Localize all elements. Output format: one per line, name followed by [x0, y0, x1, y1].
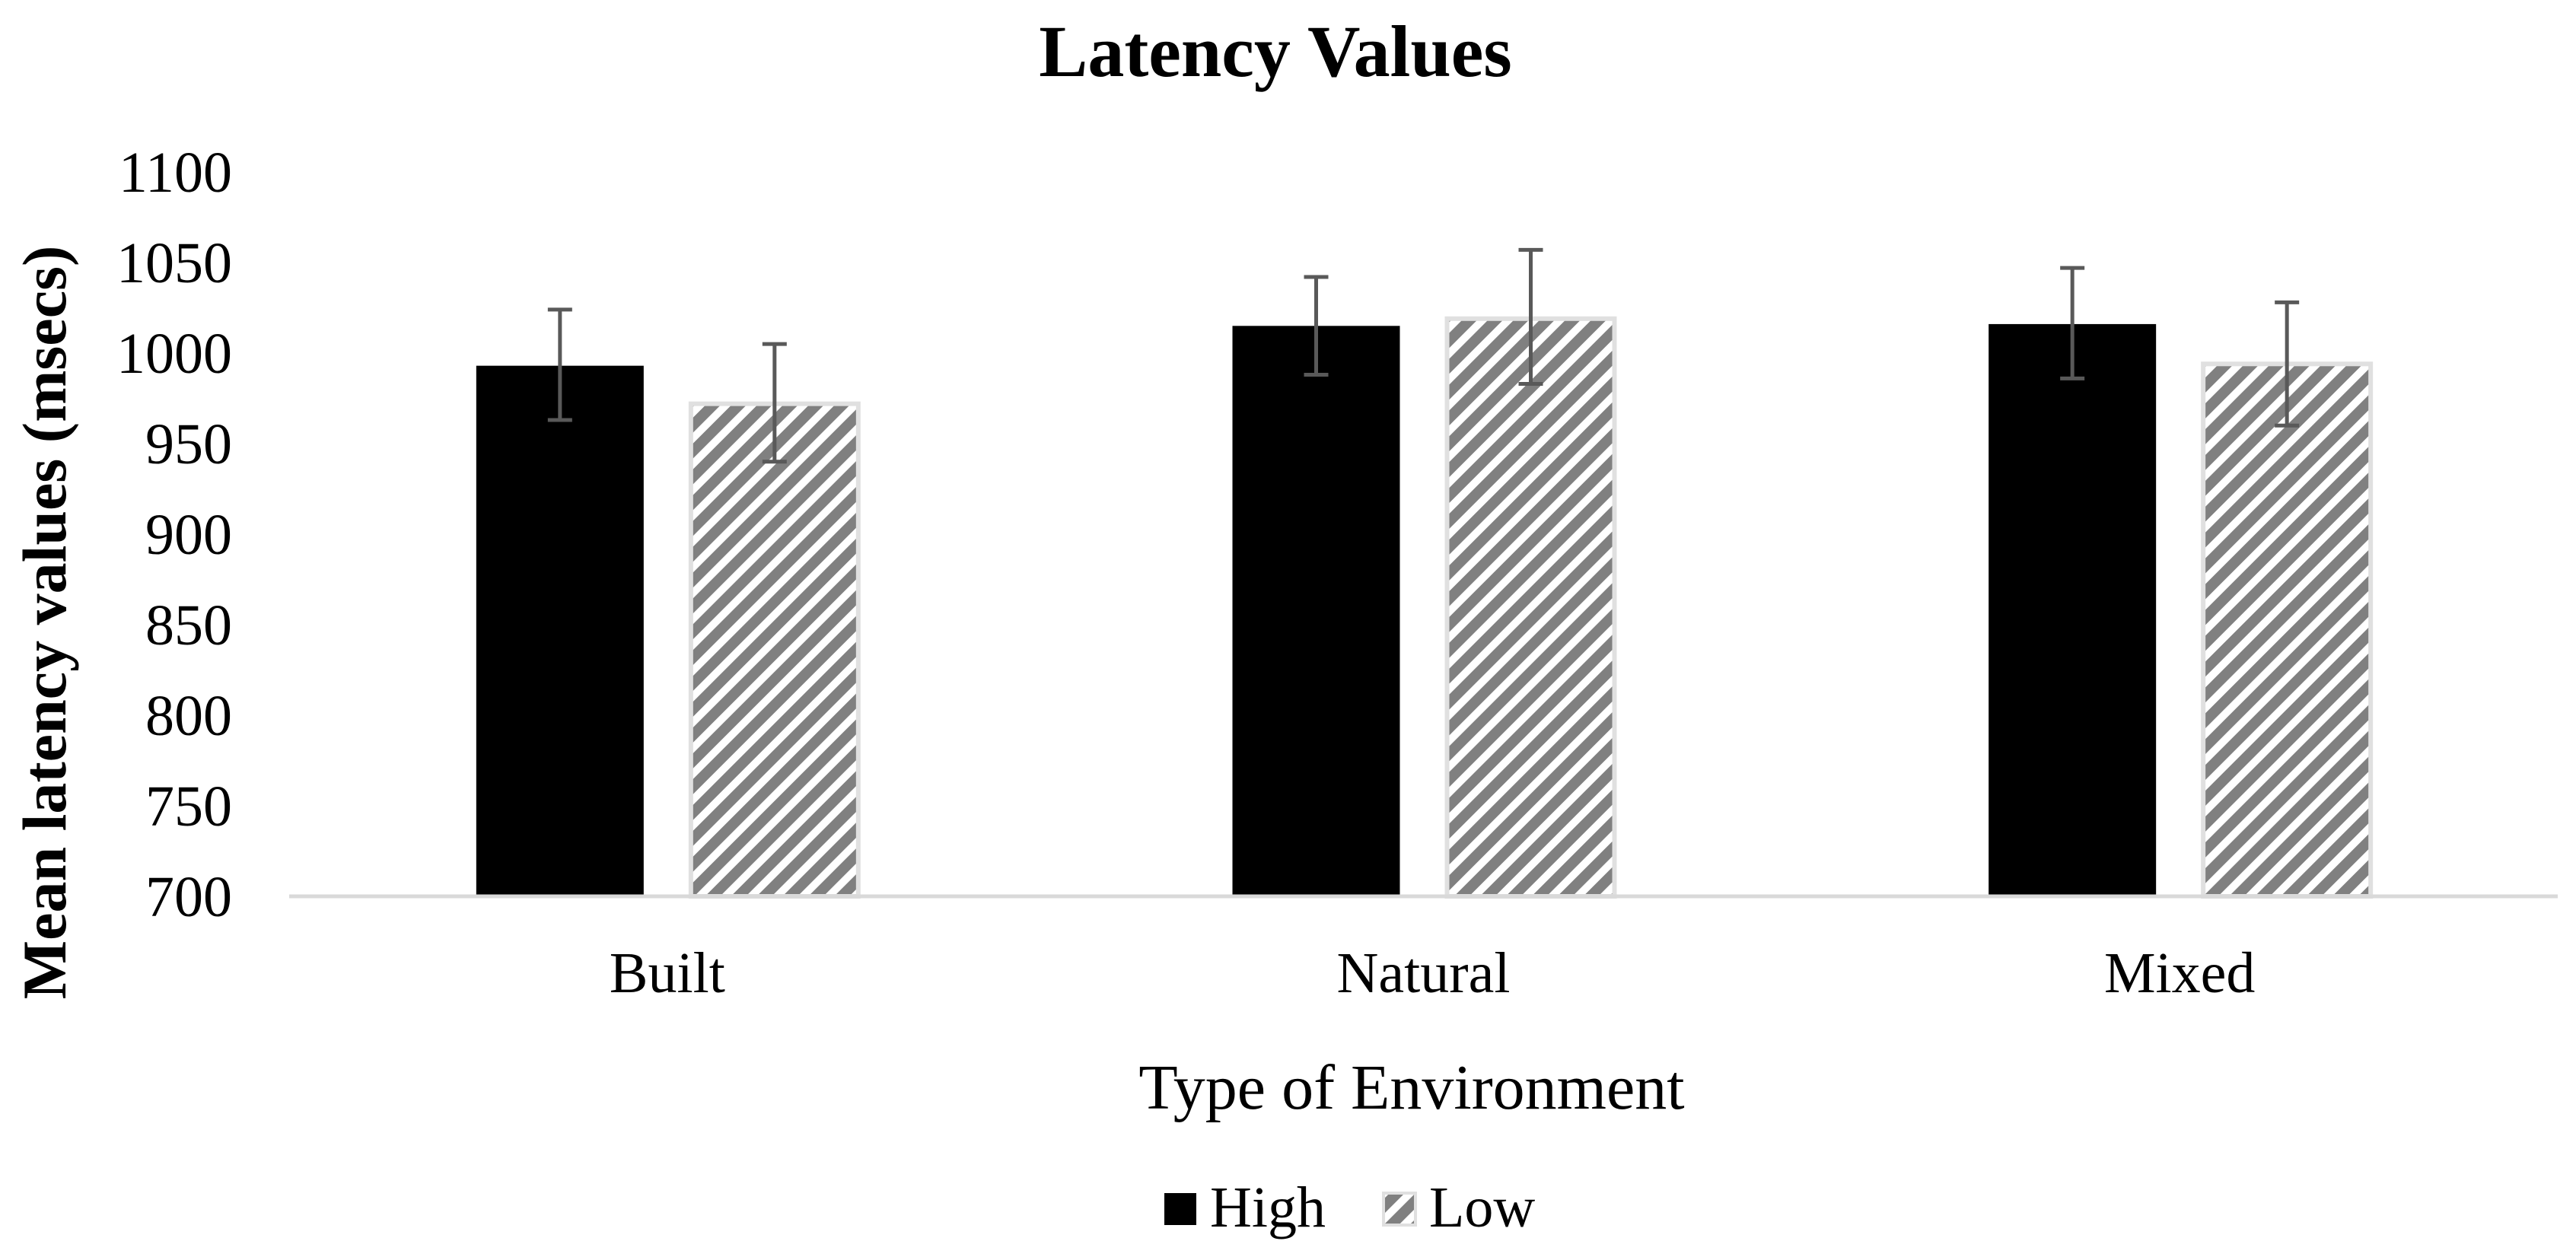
x-tick-label-natural: Natural — [1337, 941, 1511, 1005]
bar-high-mixed — [1989, 323, 2157, 896]
y-tick-label: 1050 — [116, 231, 232, 295]
x-tick-label-built: Built — [610, 941, 725, 1005]
legend-swatch-low — [1382, 1192, 1417, 1227]
legend-swatch-high — [1164, 1193, 1196, 1225]
bar-low-built — [688, 401, 861, 899]
y-tick-label: 850 — [145, 593, 232, 657]
y-tick-label: 800 — [145, 684, 232, 748]
y-axis-ticks: 700 750 800 850 900 950 1000 1050 1100 — [116, 141, 232, 929]
y-axis-label: Mean latency values (msecs) — [10, 246, 79, 1000]
legend: High Low — [1164, 1176, 1535, 1239]
chart-title: Latency Values — [1039, 11, 1511, 92]
category-labels: Built Natural Mixed — [610, 941, 2256, 1005]
legend-label-low: Low — [1429, 1176, 1535, 1239]
bars — [476, 316, 2374, 899]
legend-label-high: High — [1210, 1176, 1326, 1239]
bar-high-built — [476, 365, 644, 896]
bar-low-natural — [1444, 316, 1617, 899]
y-tick-label: 1000 — [116, 322, 232, 386]
y-tick-label: 900 — [145, 503, 232, 567]
x-axis-label: Type of Environment — [1138, 1052, 1684, 1123]
x-tick-label-mixed: Mixed — [2104, 941, 2255, 1005]
y-tick-label: 1100 — [119, 141, 232, 205]
y-tick-label: 750 — [145, 775, 232, 839]
error-bars — [547, 247, 2300, 464]
y-tick-label: 950 — [145, 412, 232, 476]
bar-low-mixed — [2201, 361, 2374, 899]
y-tick-label: 700 — [145, 865, 232, 929]
bar-high-natural — [1232, 326, 1400, 896]
